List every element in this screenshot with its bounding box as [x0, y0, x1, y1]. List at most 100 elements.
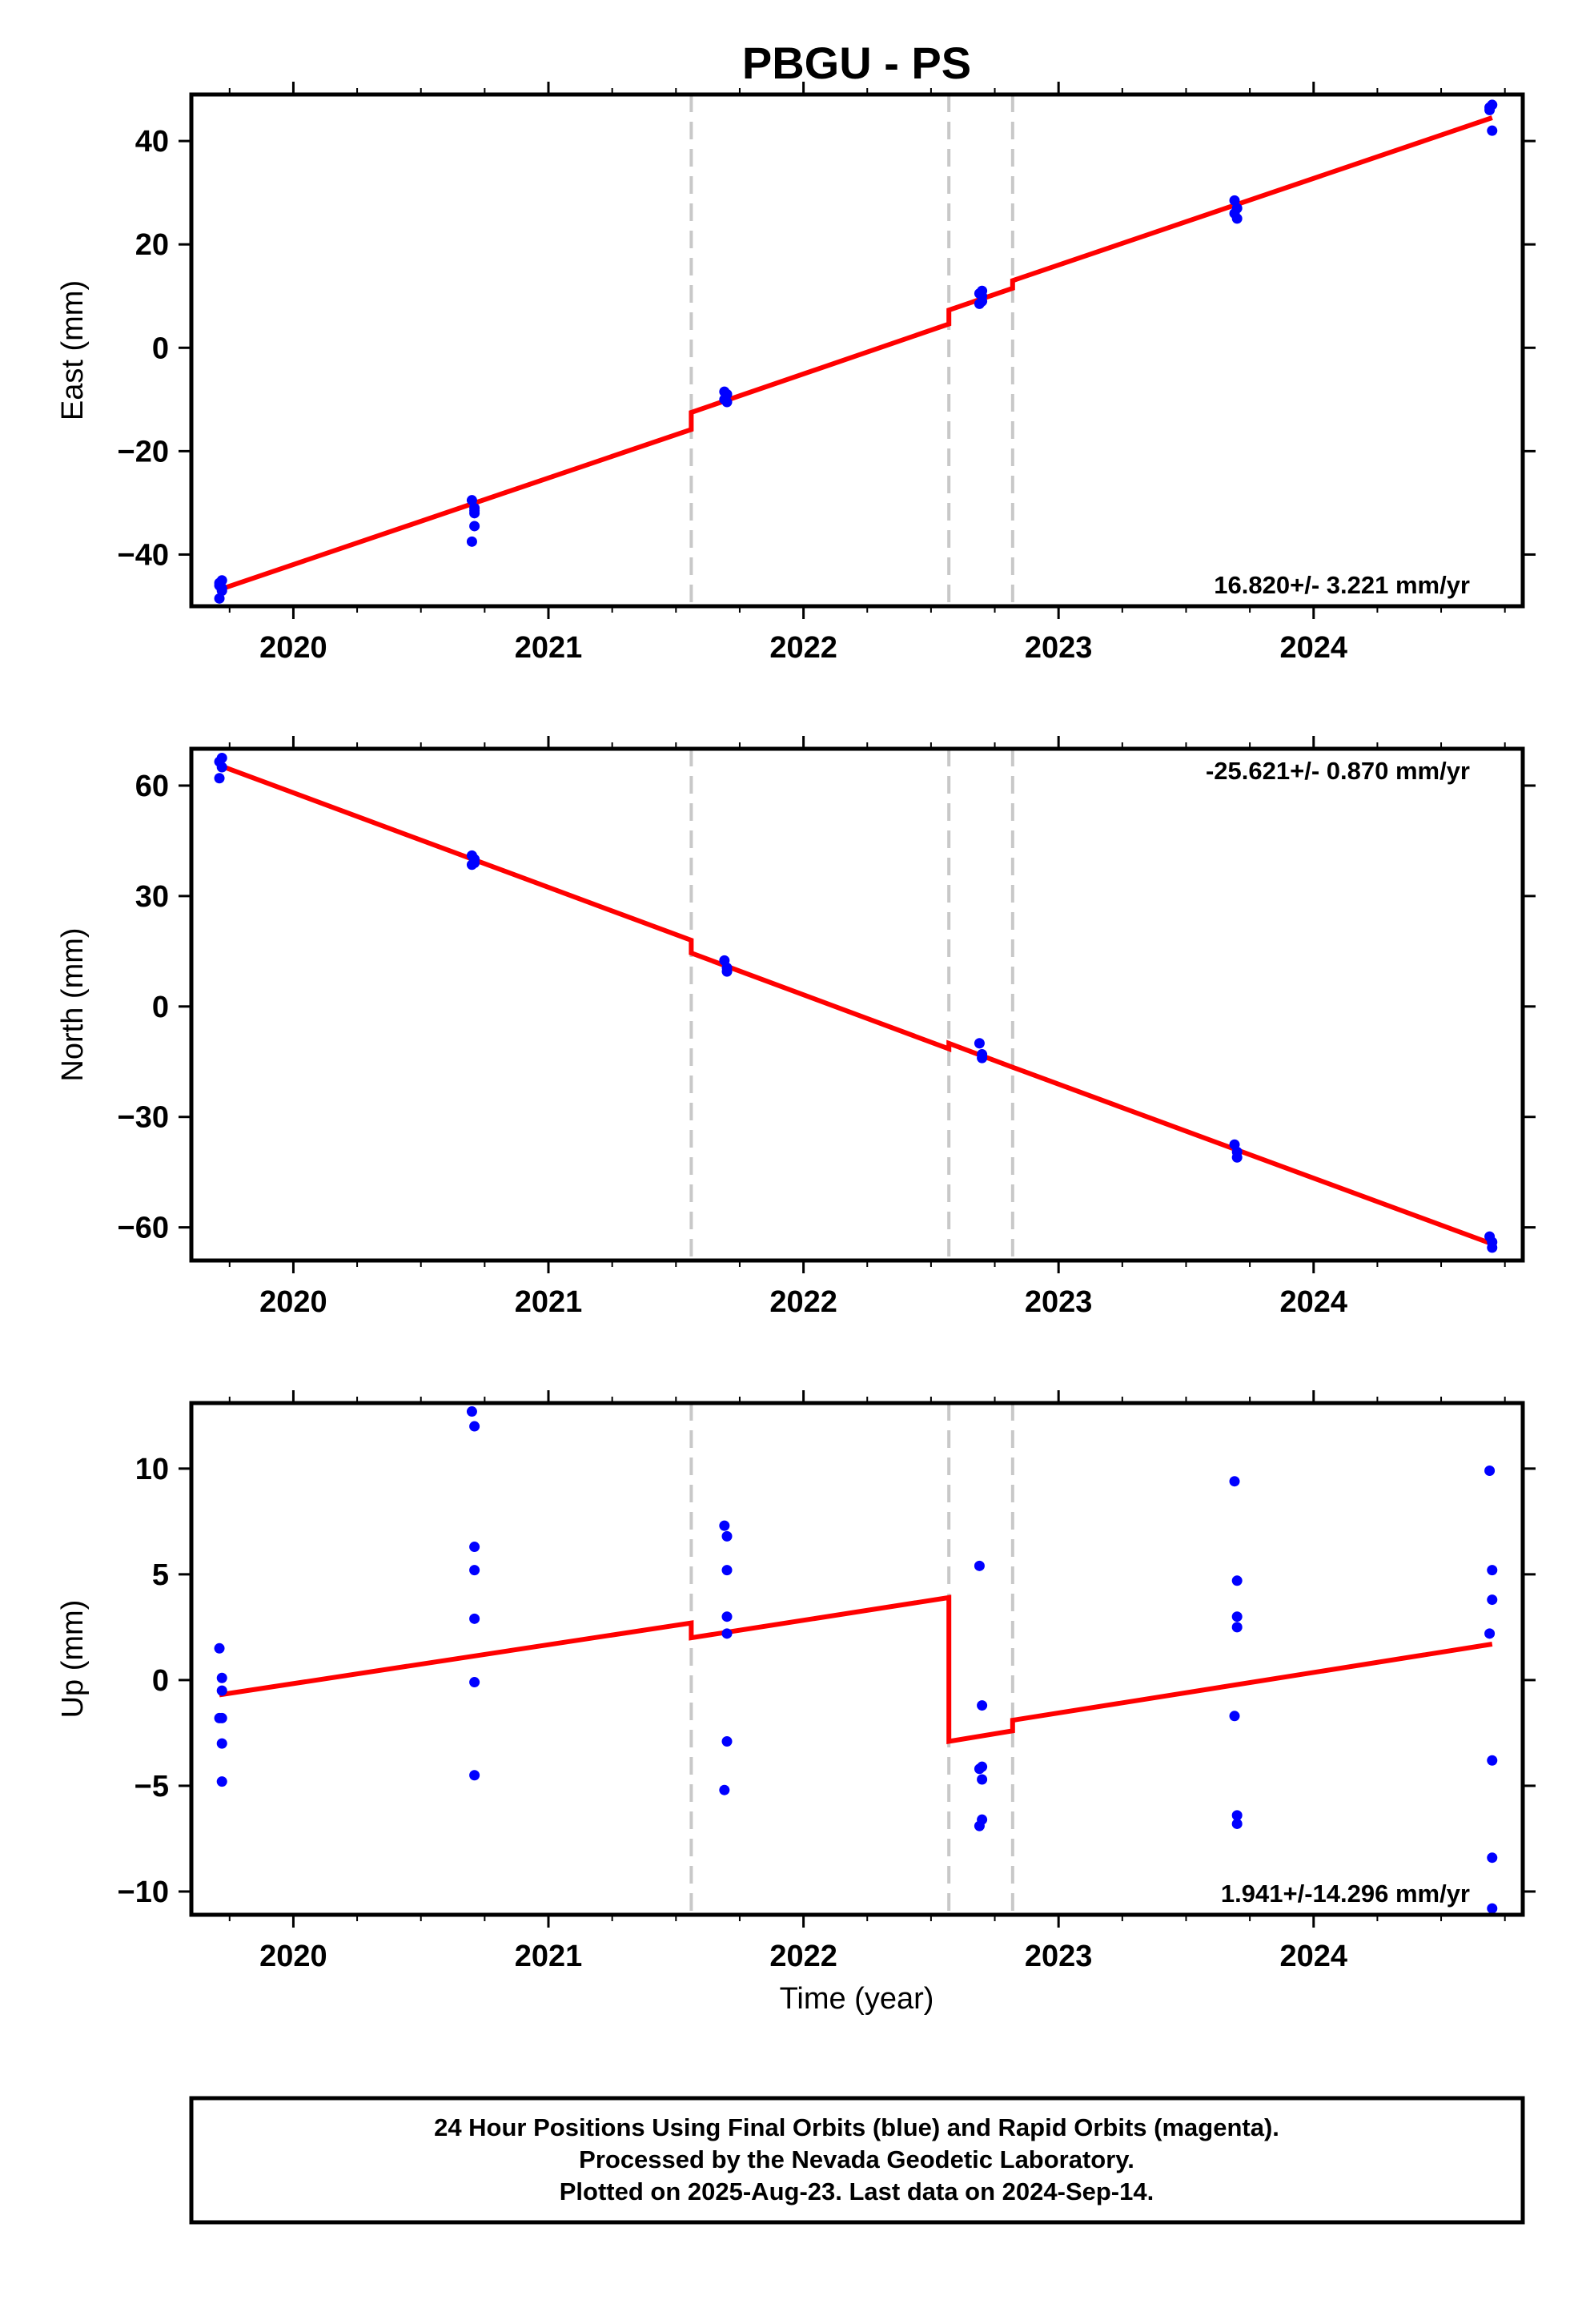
north-y-tick-label-60: 60 — [135, 770, 169, 803]
up-data-point — [974, 1763, 985, 1775]
up-x-tick-label-2021: 2021 — [515, 1940, 583, 1973]
up-data-point — [216, 1712, 227, 1723]
footer-frame — [189, 2096, 1525, 2225]
up-data-point — [1487, 1903, 1498, 1914]
east-x-tick-label-2021: 2021 — [515, 631, 583, 665]
footer-line-2: Processed by the Nevada Geodetic Laborat… — [579, 2145, 1134, 2173]
east-fit-line — [219, 115, 1493, 593]
up-data-point — [469, 1421, 480, 1432]
panel-east: 2020 2021 2022 2023 2024 −40 −20 0 20 40 East (mm)… — [56, 82, 1536, 665]
up-data-point — [1487, 1852, 1498, 1864]
north-x-tick-label-2024: 2024 — [1279, 1285, 1347, 1319]
up-y-tick-label--10: −10 — [118, 1876, 169, 1909]
up-data-point — [216, 1776, 227, 1787]
north-x-tick-label-2020: 2020 — [259, 1285, 327, 1319]
up-data-point — [214, 1642, 225, 1654]
up-data-point — [977, 1814, 988, 1825]
footer-line-1: 24 Hour Positions Using Final Orbits (bl… — [434, 2113, 1279, 2141]
up-data-point — [1484, 1628, 1496, 1639]
up-data-point — [721, 1530, 733, 1542]
up-data-point — [974, 1560, 985, 1571]
up-data-point — [1231, 1818, 1243, 1829]
up-data-point — [466, 1406, 477, 1417]
east-data-point — [466, 536, 477, 547]
north-x-tick-label-2023: 2023 — [1025, 1285, 1093, 1319]
east-y-tick-label--40: −40 — [118, 538, 169, 572]
north-x-tick-label-2021: 2021 — [515, 1285, 583, 1319]
east-plot-frame — [189, 92, 1525, 609]
up-data-point — [216, 1672, 227, 1683]
east-data-point — [977, 291, 988, 302]
north-data-point — [974, 1038, 985, 1049]
up-data-point — [1487, 1594, 1498, 1606]
north-data-point — [1231, 1152, 1243, 1163]
north-data-point — [1487, 1242, 1498, 1253]
up-x-tick-label-2022: 2022 — [769, 1940, 837, 1973]
east-data-point — [214, 580, 225, 591]
north-data-point — [466, 859, 477, 870]
up-x-tick-label-2023: 2023 — [1025, 1940, 1093, 1973]
north-data-point — [216, 752, 227, 763]
up-data-point — [1231, 1622, 1243, 1633]
up-fit-line — [219, 1594, 1493, 1745]
up-data-point — [1487, 1755, 1498, 1766]
up-data-point — [721, 1611, 733, 1622]
up-data-point — [1487, 1565, 1498, 1576]
up-y-axis-label: Up (mm) — [56, 1600, 90, 1719]
up-data-point — [721, 1628, 733, 1639]
north-data-point — [214, 773, 225, 784]
up-y-tick-label-5: 5 — [152, 1558, 169, 1592]
east-x-tick-label-2024: 2024 — [1279, 631, 1347, 665]
up-data-point — [1231, 1575, 1243, 1586]
up-data-point — [721, 1565, 733, 1576]
east-y-tick-label-0: 0 — [152, 332, 169, 365]
up-data-point — [719, 1520, 730, 1531]
up-data-point — [1229, 1711, 1240, 1722]
up-y-tick-label--5: −5 — [135, 1770, 169, 1803]
north-y-tick-label-30: 30 — [135, 880, 169, 914]
east-data-point — [469, 508, 480, 519]
east-x-tick-label-2020: 2020 — [259, 631, 327, 665]
east-data-point — [1487, 125, 1498, 136]
north-data-point — [216, 762, 227, 773]
up-plot-frame — [189, 1401, 1525, 1917]
up-data-point — [216, 1685, 227, 1696]
east-data-point — [469, 521, 480, 532]
north-data-point — [721, 966, 733, 977]
up-data-point — [469, 1565, 480, 1576]
east-x-tick-label-2023: 2023 — [1025, 631, 1093, 665]
north-y-tick-label--60: −60 — [118, 1212, 169, 1245]
east-data-point — [1229, 207, 1240, 219]
up-data-point — [469, 1677, 480, 1688]
north-y-tick-label--30: −30 — [118, 1101, 169, 1135]
up-rate-label: 1.941+/-14.296 mm/yr — [1221, 1880, 1470, 1908]
east-rate-label: 16.820+/- 3.221 mm/yr — [1214, 571, 1470, 599]
east-data-point — [1484, 102, 1496, 113]
east-y-tick-label--20: −20 — [118, 435, 169, 468]
up-data-point — [469, 1770, 480, 1781]
up-y-tick-label-10: 10 — [135, 1453, 169, 1486]
east-x-tick-label-2022: 2022 — [769, 631, 837, 665]
up-data-point — [216, 1738, 227, 1749]
up-data-point — [721, 1735, 733, 1747]
x-axis-label: Time (year) — [780, 1982, 934, 2016]
up-y-tick-label-0: 0 — [152, 1664, 169, 1698]
panel-north: 2020 2021 2022 2023 2024 −60 −30 0 30 60 North (mm… — [56, 736, 1536, 1319]
footer-box: 24 Hour Positions Using Final Orbits (bl… — [189, 2096, 1525, 2225]
up-data-point — [469, 1613, 480, 1624]
east-y-tick-label-40: 40 — [135, 125, 169, 159]
footer-line-3: Plotted on 2025-Aug-23. Last data on 202… — [560, 2177, 1154, 2205]
up-x-tick-label-2020: 2020 — [259, 1940, 327, 1973]
up-data-point — [977, 1774, 988, 1785]
up-data-point — [469, 1542, 480, 1553]
panel-up: 2020 2021 2022 2023 2024 −10 −5 0 5 10 Up (mm) 1.94… — [56, 1390, 1536, 1973]
north-fit-line — [218, 762, 1493, 1247]
north-y-tick-label-0: 0 — [152, 991, 169, 1024]
up-data-point — [1231, 1611, 1243, 1622]
up-data-point — [1231, 1810, 1243, 1821]
up-x-tick-label-2024: 2024 — [1279, 1940, 1347, 1973]
north-rate-label: -25.621+/- 0.870 mm/yr — [1206, 757, 1470, 785]
up-data-point — [1229, 1476, 1240, 1487]
north-y-axis-label: North (mm) — [56, 927, 90, 1081]
east-y-axis-label: East (mm) — [56, 280, 90, 420]
